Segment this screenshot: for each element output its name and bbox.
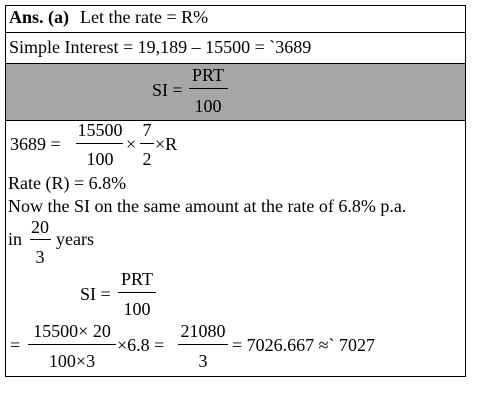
- formula-denominator: 100: [124, 299, 151, 319]
- fraction-numerator: 7: [143, 120, 152, 140]
- step-rest: ×R: [155, 134, 177, 154]
- step-lhs: 3689 =: [10, 134, 61, 154]
- answer-text: Let the rate = R%: [80, 7, 208, 27]
- rate-line: Rate (R) = 6.8%: [8, 173, 126, 194]
- fraction-denominator: 3: [36, 247, 45, 267]
- formula-numerator: PRT: [192, 65, 224, 85]
- formula-denominator: 100: [195, 96, 222, 116]
- fraction-denominator: 2: [143, 149, 152, 169]
- period-suffix: years: [56, 229, 94, 249]
- operator: =: [10, 335, 20, 355]
- formula-lhs: SI =: [80, 284, 111, 304]
- fraction-denominator: 100×3: [49, 351, 95, 371]
- fraction-denominator: 100: [87, 149, 114, 169]
- formula-numerator: PRT: [121, 269, 153, 289]
- answer-label: Ans. (a): [9, 7, 69, 28]
- final-result: = 7026.667 ≈` 7027: [232, 335, 375, 355]
- fraction-numerator: 15500× 20: [33, 321, 111, 341]
- now-line: Now the SI on the same amount at the rat…: [8, 196, 406, 216]
- operator: ×: [126, 134, 136, 154]
- period-prefix: in: [8, 229, 22, 249]
- fraction-denominator: 3: [199, 351, 208, 371]
- fraction-numerator: 21080: [181, 321, 226, 341]
- fraction-numerator: 15500: [78, 120, 123, 140]
- fraction-numerator: 20: [31, 217, 49, 237]
- si-line: Simple Interest = 19,189 – 15500 = `3689: [9, 37, 311, 57]
- final-mid: ×6.8 =: [117, 335, 164, 355]
- formula-band: [6, 64, 465, 120]
- formula-lhs: SI =: [152, 80, 183, 100]
